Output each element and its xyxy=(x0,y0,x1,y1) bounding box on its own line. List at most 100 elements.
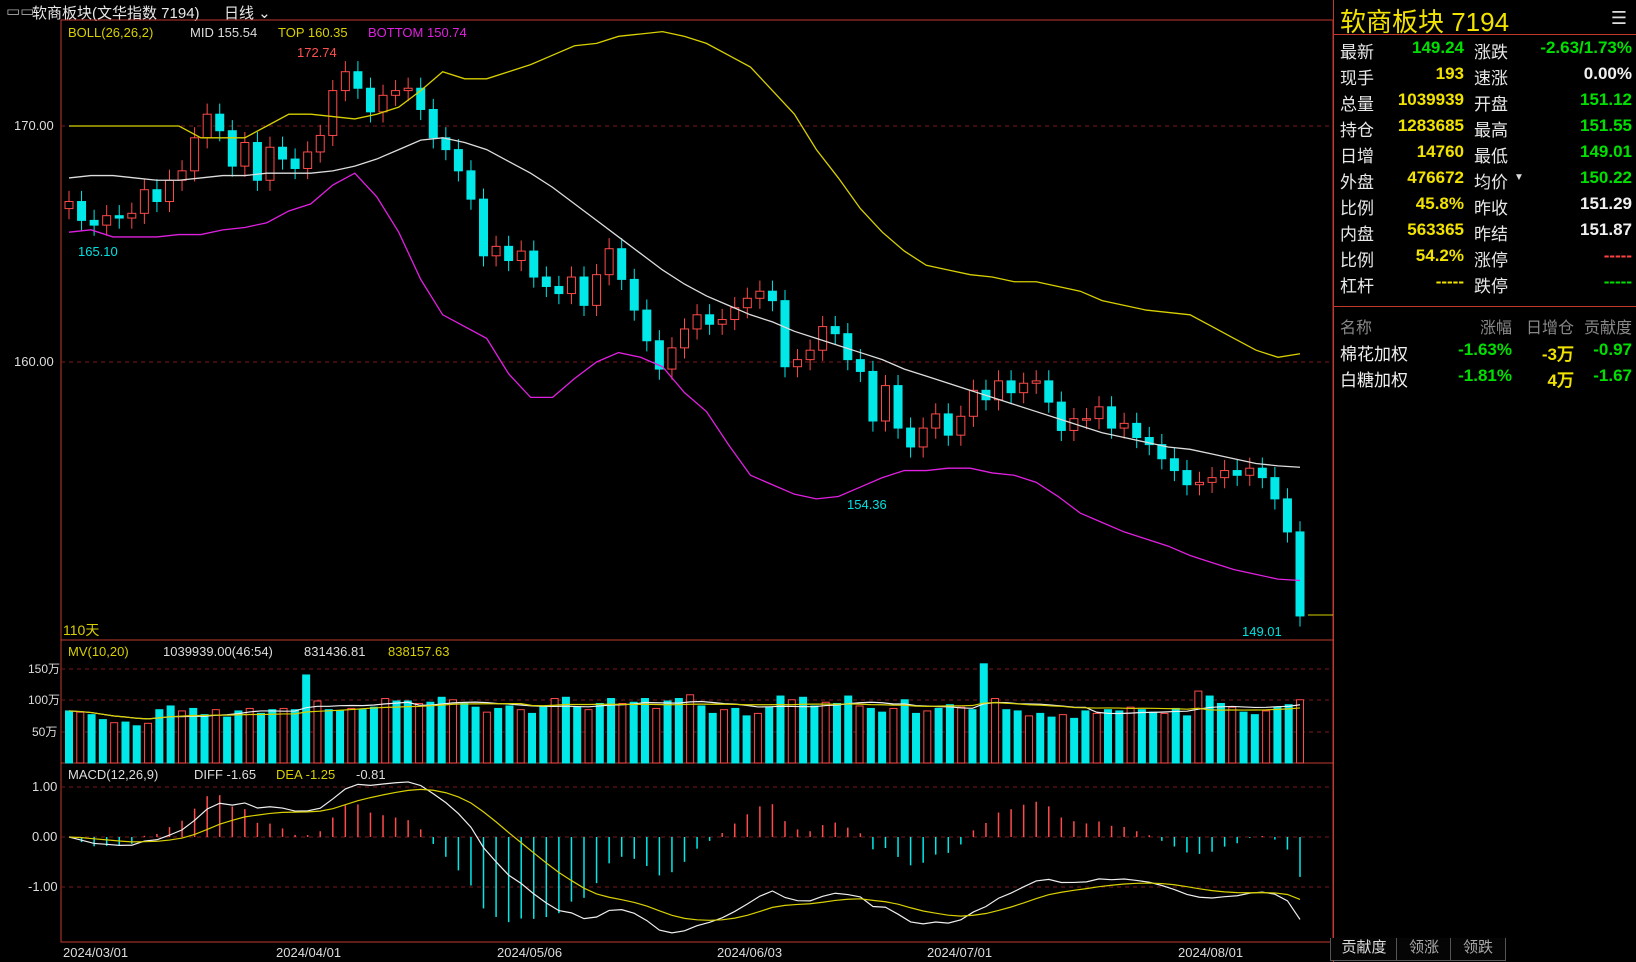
candle-body xyxy=(127,212,137,219)
volume-bar xyxy=(302,674,311,764)
candle-body xyxy=(479,198,489,257)
high-price-annotation: 172.74 xyxy=(297,45,337,60)
date-label: 2024/06/03 xyxy=(717,945,782,960)
table-cell-value[interactable]: 4万 xyxy=(1547,371,1574,390)
table-cell-value[interactable]: -3万 xyxy=(1541,345,1574,364)
quote-row: 杠杆 ----- xyxy=(1334,272,1484,298)
table-cell-value[interactable]: -1.81% xyxy=(1458,366,1512,385)
quote-value: 1283685 xyxy=(1397,116,1464,135)
candle-body xyxy=(956,415,966,436)
volume-bar xyxy=(1171,707,1180,764)
quote-label: 现手 xyxy=(1340,69,1374,88)
date-label: 2024/03/01 xyxy=(63,945,128,960)
volume-bar xyxy=(855,705,864,764)
volume-bar xyxy=(1228,706,1237,764)
volume-bar xyxy=(957,706,966,764)
volume-bar xyxy=(765,706,774,764)
table-header-oi-change[interactable]: 日增仓 xyxy=(1525,320,1574,337)
volume-tick-label: 100万 xyxy=(28,693,60,707)
candle-body xyxy=(139,189,149,214)
volume-bar xyxy=(1081,710,1090,764)
candle-body xyxy=(177,170,187,181)
table-header-contribution[interactable]: 贡献度 xyxy=(1583,320,1632,337)
boll-bottom-value: BOTTOM 150.74 xyxy=(368,25,467,40)
candle-body xyxy=(692,314,702,330)
volume-bar xyxy=(528,712,537,764)
candle-body xyxy=(1182,470,1192,486)
boll-bottom-line xyxy=(68,172,1301,582)
volume-bar xyxy=(1036,712,1045,764)
window-title: 软商板块(文华指数 7194) xyxy=(32,5,200,22)
volume-bar xyxy=(629,701,638,764)
volume-bar xyxy=(731,707,740,764)
volume-bar xyxy=(347,707,356,764)
candle-body xyxy=(1257,467,1267,479)
volume-bar xyxy=(189,707,198,764)
tab-top-losers[interactable]: 领跌 xyxy=(1450,938,1506,961)
volume-bar xyxy=(437,696,446,764)
volume-bar xyxy=(663,700,672,764)
candle-body xyxy=(1019,382,1029,394)
quote-row: 比例 45.8% xyxy=(1334,194,1484,220)
table-cell-value[interactable]: -1.67 xyxy=(1593,366,1632,385)
period-selector[interactable]: 日线 ⌄ xyxy=(224,2,271,23)
volume-bar xyxy=(742,715,751,764)
quote-value: 151.87 xyxy=(1580,220,1632,239)
candle-body xyxy=(240,142,250,167)
boll-label[interactable]: BOLL(26,26,2) xyxy=(68,25,153,40)
dropdown-arrow-icon[interactable]: ▼ xyxy=(1514,172,1524,183)
table-cell-name[interactable]: 白糖加权 xyxy=(1340,371,1408,390)
low-price-annotation: 165.10 xyxy=(78,244,118,259)
quote-row: 现手 193 xyxy=(1334,64,1484,90)
quote-label: 跌停 xyxy=(1474,277,1508,296)
quote-label: 最低 xyxy=(1474,147,1508,166)
candle-body xyxy=(642,309,652,342)
mv-label[interactable]: MV(10,20) xyxy=(68,644,129,659)
period-label: 日线 xyxy=(224,5,255,22)
volume-bar xyxy=(144,722,153,764)
candle-body xyxy=(114,215,124,219)
candle-body xyxy=(1157,444,1167,460)
volume-bar xyxy=(1058,714,1067,764)
table-cell-name[interactable]: 棉花加权 xyxy=(1340,345,1408,364)
table-header-change[interactable]: 涨幅 xyxy=(1479,320,1512,337)
quote-row: 速涨 0.00% xyxy=(1474,64,1634,90)
candle-body xyxy=(592,274,602,306)
candle-body xyxy=(378,94,388,113)
quote-row: 最新 149.24 xyxy=(1334,38,1484,64)
candle-body xyxy=(1282,498,1292,533)
quote-row: 日增 14760 xyxy=(1334,142,1484,168)
volume-bar xyxy=(403,700,412,764)
candle-body xyxy=(1195,481,1205,486)
volume-bar xyxy=(1013,710,1022,764)
candle-body xyxy=(893,385,903,429)
volume-bar xyxy=(98,719,107,764)
volume-bar xyxy=(1126,706,1135,764)
candle-body xyxy=(315,134,325,153)
volume-bar xyxy=(494,707,503,764)
menu-icon[interactable]: ☰ xyxy=(1610,8,1627,28)
candle-body xyxy=(202,113,212,139)
volume-bar xyxy=(1216,702,1225,764)
quote-panel: 软商板块 7194 ☰ 最新 149.24 现手 193 总量 1039939 持仓 1283… xyxy=(1333,0,1636,962)
date-label: 2024/07/01 xyxy=(927,945,992,960)
boll-top-line xyxy=(69,30,1301,358)
quote-row: 总量 1039939 xyxy=(1334,90,1484,116)
candle-body xyxy=(943,413,953,436)
tab-top-gainers[interactable]: 领涨 xyxy=(1396,938,1452,961)
quote-row: 均价 ▼ 150.22 xyxy=(1474,168,1634,194)
candle-body xyxy=(1245,467,1255,476)
table-header-name[interactable]: 名称 xyxy=(1340,320,1373,337)
price-tick-label: 160.00 xyxy=(14,354,54,369)
volume-bar xyxy=(460,702,469,764)
tab-contribution[interactable]: 贡献度 xyxy=(1330,938,1398,961)
macd-label[interactable]: MACD(12,26,9) xyxy=(68,767,158,782)
volume-tick-label: 50万 xyxy=(32,725,57,739)
kline-chart[interactable]: 170.00 160.00 150万 100万 50万 1.00 0.00 -1… xyxy=(0,0,1333,962)
volume-bar xyxy=(912,712,921,764)
table-cell-value[interactable]: -1.63% xyxy=(1458,340,1512,359)
table-cell-value[interactable]: -0.97 xyxy=(1593,340,1632,359)
volume-bar xyxy=(256,712,265,764)
candle-body xyxy=(566,276,576,295)
quote-row: 涨跌 -2.63/1.73% xyxy=(1474,38,1634,64)
